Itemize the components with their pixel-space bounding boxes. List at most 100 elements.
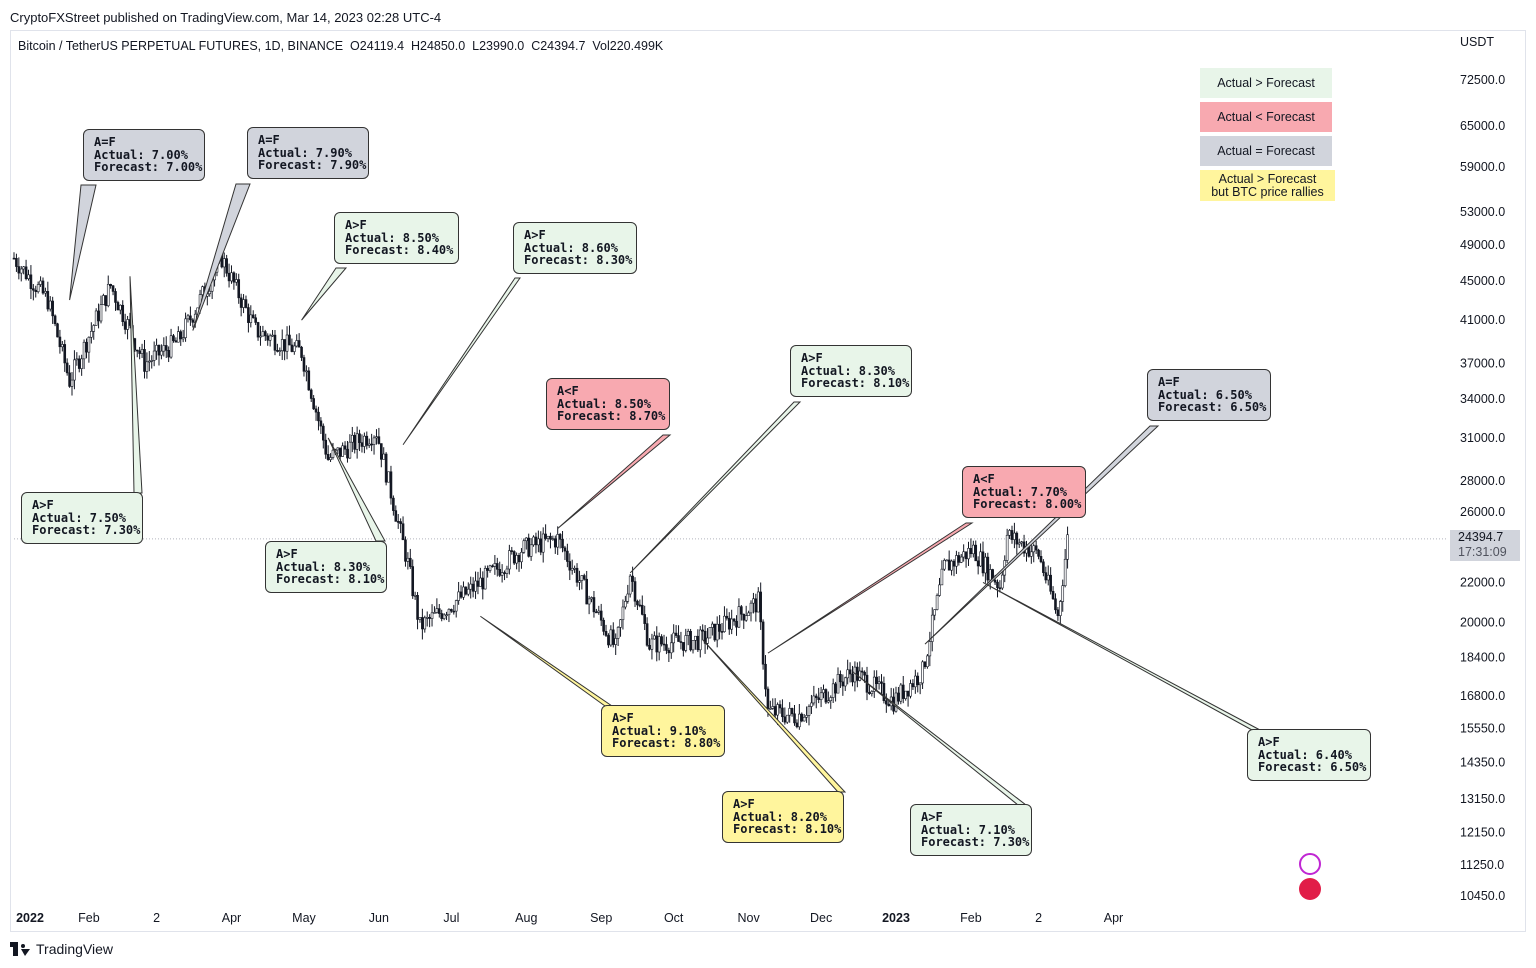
candle [242, 294, 245, 314]
candle [918, 682, 922, 695]
candle [447, 608, 451, 623]
candle [998, 580, 1002, 593]
candle [80, 354, 83, 376]
footer: TradingView [10, 941, 113, 957]
candle [244, 295, 248, 309]
candle [401, 516, 405, 541]
callout-pointer [327, 437, 386, 542]
candle [749, 600, 753, 622]
candle [950, 559, 953, 576]
candle [370, 433, 373, 452]
candle [771, 698, 775, 710]
candle [326, 445, 330, 461]
candle [111, 285, 115, 296]
candle [189, 306, 192, 326]
candle [408, 548, 412, 569]
candle [667, 647, 671, 663]
candle [285, 326, 289, 360]
candle [387, 471, 390, 483]
candle [921, 660, 924, 689]
symbol-info: Bitcoin / TetherUS PERPETUAL FUTURES, 1D… [18, 39, 664, 53]
candle [346, 440, 349, 463]
candle [471, 577, 475, 598]
callout-11: A>F Actual: 7.10% Forecast: 7.30% [910, 804, 1032, 856]
candle [186, 313, 190, 323]
candle [462, 581, 465, 600]
candle [836, 667, 840, 694]
candle [974, 540, 978, 562]
candle [952, 559, 956, 577]
candle [341, 442, 344, 457]
candle [1044, 566, 1048, 584]
candle [761, 619, 765, 670]
candle [848, 662, 852, 683]
candle [442, 613, 446, 621]
candle [578, 570, 581, 591]
candle [800, 712, 804, 723]
us-flag-icon[interactable] [1299, 878, 1321, 900]
candle [682, 642, 685, 657]
candle [561, 531, 564, 553]
candle [97, 303, 100, 329]
callout-pointer [301, 267, 348, 321]
candle [237, 273, 241, 304]
candle [853, 661, 857, 692]
candle [517, 552, 521, 572]
candle [802, 713, 806, 722]
candle [445, 611, 448, 621]
y-tick-label: 11250.0 [1460, 858, 1504, 872]
candle [843, 676, 847, 691]
candle [592, 591, 596, 618]
candle [657, 632, 661, 661]
candle [319, 417, 323, 434]
candle [674, 625, 678, 638]
candle [505, 565, 509, 579]
lightning-icon[interactable] [1299, 853, 1321, 875]
candle [875, 670, 878, 690]
candle [329, 453, 332, 463]
candle [500, 564, 504, 583]
candle [336, 447, 340, 455]
candle [278, 347, 282, 356]
candle [541, 527, 545, 563]
published-line: CryptoFXStreet published on TradingView.… [10, 10, 442, 25]
candle [691, 640, 695, 654]
candle [624, 595, 627, 610]
candle [65, 358, 69, 376]
candle [479, 567, 482, 587]
x-tick-label: Oct [664, 911, 684, 925]
last-price: 24394.7 [1458, 530, 1504, 544]
x-tick-label: Apr [1104, 911, 1123, 925]
candle [372, 435, 376, 455]
candle [90, 322, 93, 344]
candle [290, 338, 294, 353]
callout-0: A=F Actual: 7.00% Forecast: 7.00% [83, 129, 205, 181]
candle [851, 665, 854, 687]
candle [297, 333, 301, 348]
candle [527, 533, 531, 558]
candle [27, 269, 30, 281]
candle [959, 553, 963, 564]
candle [295, 334, 299, 348]
candle [524, 537, 528, 550]
candle [549, 532, 552, 549]
candle [63, 339, 67, 372]
candle [636, 599, 639, 610]
candle [665, 636, 668, 655]
candle [882, 676, 886, 704]
candle [392, 495, 395, 516]
callout-7: A>F Actual: 8.30% Forecast: 8.10% [790, 345, 912, 397]
candle [694, 635, 697, 650]
candle [638, 599, 642, 608]
candle [102, 293, 105, 306]
y-tick-label: 14350.0 [1460, 755, 1505, 769]
candle [1022, 534, 1026, 557]
candle [437, 603, 441, 618]
candle [553, 535, 557, 554]
candle [788, 702, 791, 723]
candle [271, 329, 274, 337]
candle [805, 706, 808, 723]
candle [711, 621, 714, 636]
candle [575, 563, 579, 587]
